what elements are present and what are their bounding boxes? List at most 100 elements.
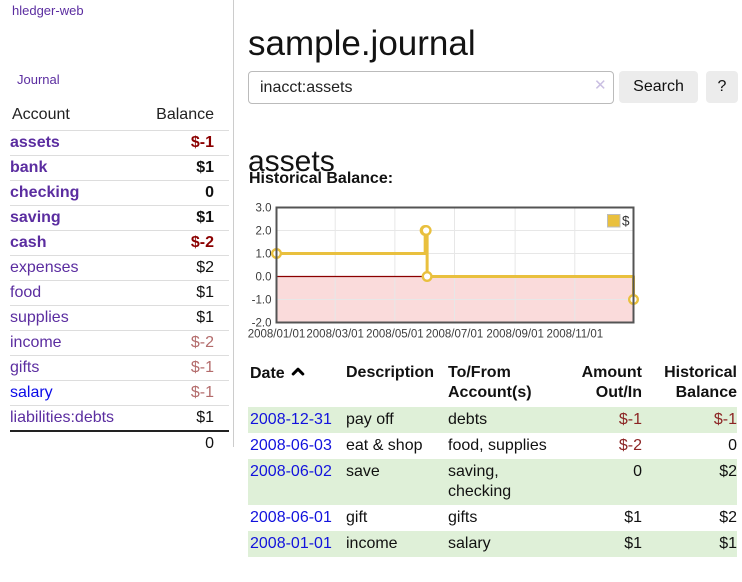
table-row: gifts $-1 — [10, 355, 229, 381]
balance-value: $-1 — [190, 384, 214, 401]
plot-border — [275, 206, 635, 324]
x-tick-label: 2008/11/01 — [546, 329, 603, 341]
legend-swatch — [607, 214, 621, 228]
chevron-up-icon — [291, 363, 305, 383]
register-amount: 0 — [633, 463, 642, 480]
account-link-assets[interactable]: assets — [10, 134, 60, 151]
register-header-balance: Historical Balance — [664, 364, 737, 401]
register-table: Date Description To/From Account(s) Amou… — [248, 361, 737, 557]
account-link-liabilities-debts[interactable]: liabilities:debts — [10, 409, 115, 426]
account-link-cash[interactable]: cash — [10, 234, 47, 251]
account-link-supplies[interactable]: supplies — [10, 309, 69, 326]
account-link-salary[interactable]: salary — [10, 384, 53, 401]
sidebar: hledger-web Journal Account Balance asse… — [0, 0, 234, 452]
y-tick-label: -2.0 — [252, 318, 272, 330]
register-date-link[interactable]: 2008-06-03 — [250, 437, 332, 454]
table-row: 2008-12-31 pay off debts $-1 $-1 — [248, 407, 737, 433]
data-point-marker — [420, 225, 432, 237]
register-accounts: salary — [448, 535, 491, 552]
table-row: 2008-06-03 eat & shop food, supplies $-2… — [248, 433, 737, 459]
table-row: bank $1 — [10, 155, 229, 181]
register-description: save — [346, 463, 380, 480]
balance-value: $-2 — [190, 334, 214, 351]
accounts-table: Account Balance assets $-1 bank $1 checkin… — [10, 101, 229, 456]
account-link-income[interactable]: income — [10, 334, 62, 351]
sidebar-item-journal[interactable]: Journal — [17, 72, 60, 87]
register-balance: 0 — [728, 437, 737, 454]
legend-label: $ — [622, 214, 630, 229]
account-heading: assets — [248, 144, 335, 178]
register-header-date[interactable]: Date — [248, 361, 344, 407]
register-date-link[interactable]: 2008-06-01 — [250, 509, 332, 526]
register-amount: $-1 — [618, 411, 642, 428]
register-description: pay off — [346, 411, 394, 428]
table-row: 2008-01-01 income salary $1 $1 — [248, 531, 737, 557]
table-row: expenses $2 — [10, 255, 229, 281]
table-row: supplies $1 — [10, 305, 229, 331]
balance-value: 0 — [205, 184, 214, 201]
register-description: income — [346, 535, 398, 552]
search-input[interactable] — [248, 71, 614, 104]
account-link-checking[interactable]: checking — [10, 184, 80, 201]
register-header-description: Description — [346, 364, 435, 381]
accounts-header-account: Account — [10, 101, 138, 131]
y-tick-label: 3.0 — [256, 203, 272, 215]
app-title-link[interactable]: hledger-web — [12, 3, 84, 18]
page-title: sample.journal — [248, 24, 476, 64]
balance-value: $-1 — [190, 359, 214, 376]
main-content: sample.journal ✕ Search ? assets Histori… — [233, 0, 742, 582]
historical-balance-chart: 2008/01/01 2008/03/01 2008/05/01 2008/07/01… — [248, 203, 640, 341]
x-tick-label: 2008/01/01 — [248, 329, 306, 341]
accounts-header-balance: Balance — [137, 101, 229, 131]
account-link-gifts[interactable]: gifts — [10, 359, 40, 376]
register-balance: $2 — [719, 509, 737, 526]
register-accounts: debts — [448, 411, 488, 428]
search-button[interactable]: Search — [619, 71, 698, 103]
register-date-link[interactable]: 2008-06-02 — [250, 463, 332, 480]
y-tick-label: 1.0 — [256, 249, 272, 261]
register-description: gift — [346, 509, 368, 526]
balance-value: $1 — [196, 159, 214, 176]
balance-value: $-1 — [190, 134, 214, 151]
account-link-food[interactable]: food — [10, 284, 42, 301]
balance-value: $1 — [196, 284, 214, 301]
table-row: 2008-06-01 gift gifts $1 $2 — [248, 505, 737, 531]
chart-label: Historical Balance: — [249, 170, 394, 187]
balance-value: $2 — [196, 259, 214, 276]
register-balance: $2 — [719, 463, 737, 480]
total-balance: 0 — [205, 435, 214, 452]
table-row: income $-2 — [10, 330, 229, 356]
register-accounts: food, supplies — [448, 437, 547, 454]
balance-value: $1 — [196, 209, 214, 226]
table-row: checking 0 — [10, 180, 229, 206]
register-description: eat & shop — [346, 437, 423, 454]
account-link-bank[interactable]: bank — [10, 159, 48, 176]
clear-search-icon[interactable]: ✕ — [594, 77, 607, 94]
table-row: cash $-2 — [10, 230, 229, 256]
register-amount: $1 — [624, 535, 642, 552]
register-balance: $1 — [719, 535, 737, 552]
register-date-link[interactable]: 2008-01-01 — [250, 535, 332, 552]
y-tick-label: -1.0 — [252, 295, 272, 307]
table-row: assets $-1 — [10, 131, 229, 156]
register-header-amount: Amount Out/In — [581, 364, 642, 401]
register-accounts: gifts — [448, 509, 478, 526]
register-balance: $-1 — [713, 411, 737, 428]
table-row: saving $1 — [10, 205, 229, 231]
table-row: salary $-1 — [10, 380, 229, 406]
table-row: 2008-06-02 save saving, checking 0 $2 — [248, 459, 737, 505]
register-accounts: saving, checking — [448, 463, 512, 500]
balance-value: $-2 — [190, 234, 214, 251]
accounts-total-row: 0 — [10, 431, 229, 456]
account-link-saving[interactable]: saving — [10, 209, 61, 226]
register-amount: $1 — [624, 509, 642, 526]
register-header-account: To/From Account(s) — [448, 364, 532, 401]
table-row: liabilities:debts $1 — [10, 405, 229, 432]
x-tick-label: 2008/07/01 — [426, 329, 484, 341]
help-button[interactable]: ? — [706, 71, 738, 103]
register-amount: $-2 — [618, 437, 642, 454]
data-point-marker — [421, 270, 433, 282]
account-link-expenses[interactable]: expenses — [10, 259, 79, 276]
register-date-link[interactable]: 2008-12-31 — [250, 411, 332, 428]
x-tick-label: 2008/03/01 — [306, 329, 364, 341]
